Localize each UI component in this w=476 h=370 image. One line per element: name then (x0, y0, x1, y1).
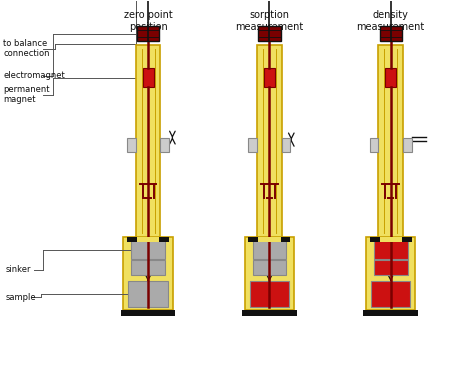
Bar (248, 138, 257, 152)
Bar (127, 236, 169, 242)
Bar (369, 236, 411, 242)
Bar (384, 48, 397, 233)
Bar (365, 236, 415, 310)
Bar (131, 260, 165, 275)
Bar (142, 68, 153, 87)
Bar (257, 45, 281, 236)
Bar (258, 236, 280, 242)
Bar (377, 45, 402, 236)
Bar (372, 238, 407, 309)
Bar (248, 236, 290, 242)
Bar (136, 45, 160, 236)
Bar (370, 281, 410, 307)
Bar (249, 281, 288, 307)
Bar (281, 138, 290, 152)
Text: zero point
position: zero point position (123, 10, 172, 31)
Bar (141, 48, 154, 233)
Bar (263, 68, 274, 87)
Bar (262, 48, 275, 233)
Bar (128, 281, 168, 307)
Bar (137, 26, 159, 41)
Bar (131, 240, 165, 259)
Bar (373, 240, 407, 259)
Bar (252, 240, 286, 259)
Bar (242, 310, 296, 316)
Bar (252, 260, 286, 275)
Bar (123, 236, 172, 310)
Bar (373, 260, 407, 275)
Bar (402, 138, 411, 152)
Bar (258, 26, 280, 41)
Bar (379, 26, 401, 41)
Text: to balance
connection: to balance connection (3, 39, 50, 58)
Bar (137, 236, 159, 242)
Bar (127, 138, 136, 152)
Bar (369, 138, 377, 152)
Bar (244, 236, 294, 310)
Bar (379, 236, 401, 242)
Text: density
measurement: density measurement (356, 10, 424, 31)
Text: permanent
magnet: permanent magnet (3, 85, 50, 104)
Text: sample: sample (5, 293, 36, 302)
Text: sinker: sinker (5, 265, 31, 274)
Bar (363, 310, 417, 316)
Bar (121, 310, 175, 316)
Text: sorption
measurement: sorption measurement (235, 10, 303, 31)
Bar (385, 68, 396, 87)
Bar (130, 238, 166, 309)
Text: electromagnet: electromagnet (3, 71, 65, 80)
Bar (160, 138, 169, 152)
Bar (251, 238, 287, 309)
